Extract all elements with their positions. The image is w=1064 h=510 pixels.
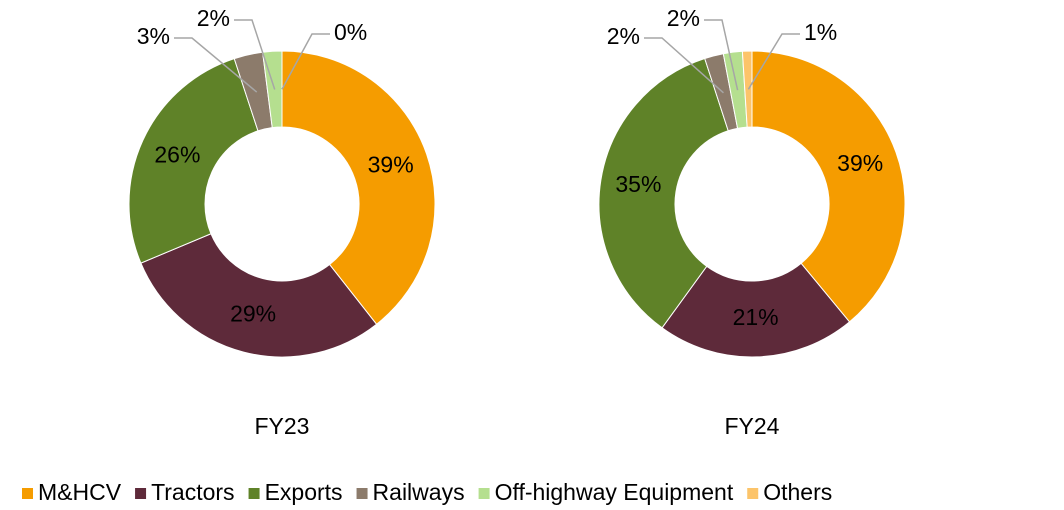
chart-title: FY23 bbox=[255, 413, 310, 439]
data-label: 2% bbox=[607, 23, 640, 49]
data-label: 35% bbox=[615, 171, 661, 197]
legend-swatch bbox=[22, 488, 33, 499]
legend-swatch bbox=[356, 488, 368, 499]
legend-label: Exports bbox=[265, 479, 343, 505]
legend-swatch bbox=[478, 488, 490, 499]
leader-line bbox=[281, 33, 330, 90]
data-label: 39% bbox=[368, 151, 414, 177]
data-label: 21% bbox=[733, 304, 779, 330]
data-label: 29% bbox=[230, 300, 276, 326]
data-label: 3% bbox=[137, 23, 170, 49]
legend-label: Tractors bbox=[151, 479, 235, 505]
data-label: 2% bbox=[197, 5, 230, 31]
legend-swatch bbox=[135, 488, 147, 499]
data-label: 26% bbox=[154, 141, 200, 167]
slice bbox=[661, 262, 851, 358]
chart-title: FY24 bbox=[725, 413, 780, 439]
leader-line bbox=[747, 33, 800, 90]
slice bbox=[128, 58, 259, 264]
slice bbox=[281, 50, 436, 325]
slice bbox=[741, 50, 753, 128]
data-label: 2% bbox=[667, 5, 700, 31]
slice bbox=[140, 233, 378, 358]
leader-line bbox=[174, 37, 258, 93]
legend-swatch bbox=[248, 488, 260, 499]
data-label: 0% bbox=[334, 19, 367, 45]
legend-label: Others bbox=[763, 479, 832, 505]
leader-line bbox=[644, 37, 724, 94]
legend-label: Railways bbox=[373, 479, 465, 505]
legend-label: M&HCV bbox=[38, 479, 122, 505]
slice bbox=[751, 50, 906, 323]
leader-line bbox=[704, 19, 739, 91]
data-label: 1% bbox=[804, 19, 837, 45]
data-label: 39% bbox=[837, 150, 883, 176]
legend-swatch bbox=[747, 488, 759, 499]
leader-line bbox=[234, 19, 276, 90]
legend-label: Off-highway Equipment bbox=[495, 479, 734, 505]
slice bbox=[598, 57, 729, 329]
